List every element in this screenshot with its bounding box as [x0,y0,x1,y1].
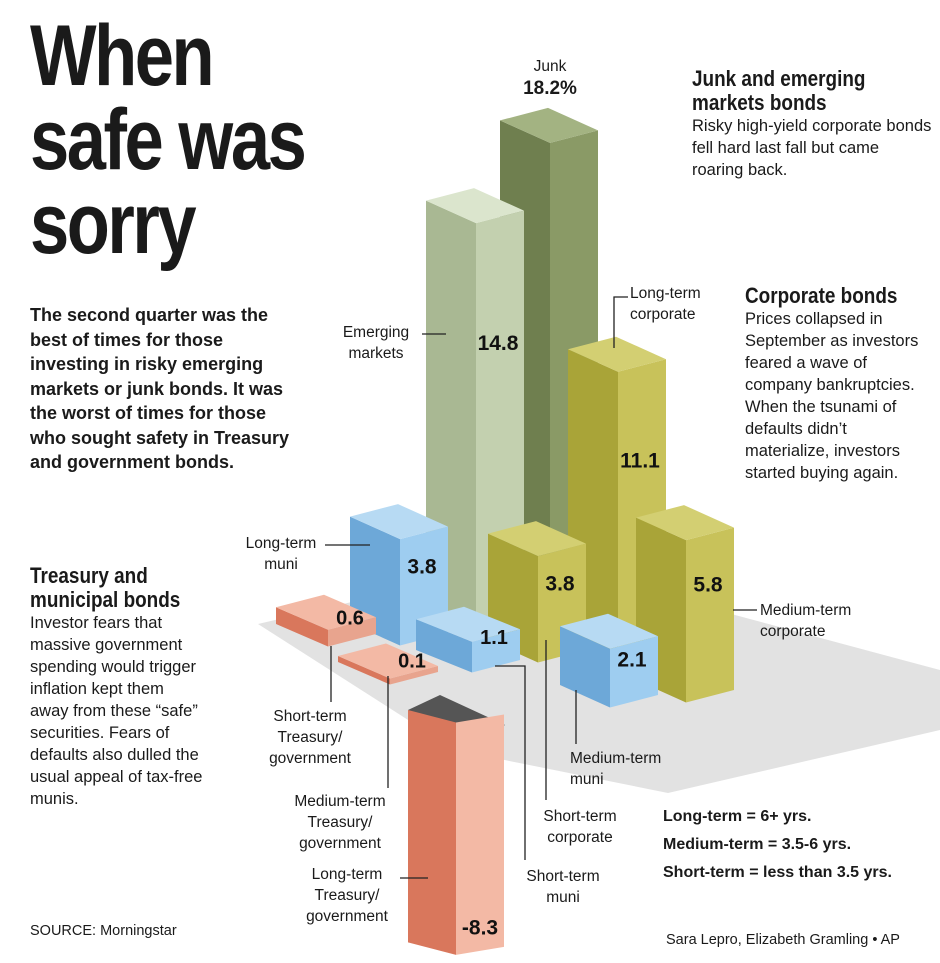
bar-top-face [488,521,586,557]
section-junk-heading: Junk and emerging markets bonds [692,66,866,115]
leader-long-term-corporate [613,296,628,348]
bar-long-term-treasury-government: -8.3 [408,710,504,955]
bar-side-face [328,617,376,647]
value-label-medium-term-treasury-government: 0.1 [398,650,426,672]
value-label-medium-term-muni: 2.1 [617,649,647,672]
label-long-term-treasury: Long-term Treasury/ government [306,866,388,925]
bar-front-face [338,656,390,685]
bar-short-term-treasury-government: 0.6 [276,594,376,647]
value-label-short-term-muni: 1.1 [480,627,508,649]
term-definitions: Long-term = 6+ yrs. Medium-term = 3.5-6 … [663,803,892,887]
bar-medium-term-corporate: 5.8 [636,505,734,703]
bar-side-face [456,714,504,955]
label-emerging-markets: Emerging markets [342,324,410,362]
headline: When safe was sorry [30,8,307,272]
bar-short-term-muni: 1.1 [416,606,520,673]
section-corporate-body: Prices collapsed in September as investo… [745,310,919,482]
byline-credit: Sara Lepro, Elizabeth Gramling • AP [666,932,900,948]
value-label-long-term-corporate: 11.1 [620,449,660,472]
bar-top-face [350,504,448,540]
headline-line-3: sorry [30,176,197,272]
label-medium-term-muni: Medium-term muni [570,750,662,788]
label-long-term-muni: Long-term muni [245,535,317,573]
bar-front-face [408,710,456,955]
bar-top-face [426,188,524,224]
label-short-term-treasury: Short-term Treasury/ government [269,708,351,767]
section-corporate: Corporate bonds Prices collapsed in Sept… [745,284,930,484]
headline-line-2: safe was [30,92,307,188]
label-short-term-muni: Short-term muni [526,868,600,906]
bar-medium-term-muni: 2.1 [560,613,658,708]
bar-top-face [568,336,666,372]
value-label-junk: 18.2% [523,78,577,99]
headline-line-1: When [30,8,215,104]
section-treasury: Treasury and municipal bonds Investor fe… [30,564,205,810]
value-label-short-term-treasury-government: 0.6 [336,607,364,629]
bar-front-face [560,626,610,708]
section-corporate-heading: Corporate bonds [745,283,898,308]
section-junk: Junk and emerging markets bonds Risky hi… [692,67,932,181]
value-label-medium-term-corporate: 5.8 [693,573,723,596]
source-note: SOURCE: Morningstar [30,923,177,939]
bar-side-face [472,629,520,673]
value-label-short-term-corporate: 3.8 [545,573,575,596]
bar-top-face [560,613,658,649]
bar-front-face [416,619,472,673]
value-label-long-term-treasury-government: -8.3 [462,916,498,939]
section-junk-body: Risky high-yield corporate bonds fell ha… [692,117,932,179]
label-junk: Junk 18.2% [523,58,577,99]
bar-front-face [276,607,328,647]
section-treasury-body: Investor fears that massive government s… [30,614,203,808]
bar-top-face [338,643,438,679]
bar-top-face [276,594,376,630]
bar-side-face [610,636,658,708]
bar-medium-term-treasury-government: 0.1 [338,643,438,685]
label-medium-term-corporate: Medium-term corporate [760,602,852,640]
definition-long-term: Long-term = 6+ yrs. [663,808,812,825]
label-long-term-corporate: Long-term corporate [630,285,701,323]
bar-top-face [416,606,520,642]
bar-top-face [636,505,734,541]
leader-short-term-muni [495,665,526,860]
section-treasury-heading: Treasury and municipal bonds [30,563,181,612]
intro-text: The second quarter was the best of times… [30,305,290,472]
value-label-emerging-markets: 14.8 [478,332,519,355]
definition-short-term: Short-term = less than 3.5 yrs. [663,864,892,881]
bar-top-face [500,107,598,143]
bar-side-face [390,666,438,685]
label-short-term-corporate: Short-term corporate [543,808,617,846]
label-medium-term-treasury: Medium-term Treasury/ government [294,793,386,852]
value-label-long-term-muni: 3.8 [407,556,437,579]
bar-side-face [686,527,734,703]
definition-medium-term: Medium-term = 3.5-6 yrs. [663,836,852,853]
